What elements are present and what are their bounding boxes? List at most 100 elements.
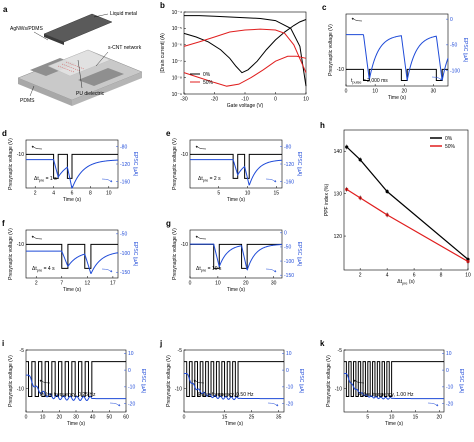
x-tick-label: 15: [273, 191, 279, 197]
y-tick-label: -5: [338, 348, 343, 354]
y2-tick-label: -150: [120, 270, 130, 276]
x-tick-label: 0: [25, 415, 28, 421]
y2-axis-label: EPSC (µA): [132, 152, 138, 177]
y-tick-label: 130: [334, 191, 343, 197]
pdms-substrate-front: [72, 72, 142, 106]
x-tick-label: 20: [57, 415, 63, 421]
series-line: [184, 15, 307, 87]
panel-label-j: j: [159, 339, 162, 348]
y-tick-label: -10: [175, 387, 182, 393]
presynaptic-pulse-line: [26, 243, 118, 269]
y2-axis-label: EPSC (µA): [296, 242, 302, 267]
x-axis-label: Δtpre (s): [397, 279, 415, 286]
y2-tick-label: 0: [284, 231, 287, 237]
x-tick-label: 2: [35, 281, 38, 287]
y-tick-label: 10⁻⁹: [172, 92, 182, 98]
x-tick-label: 20: [402, 89, 408, 95]
left-axis-arrow: [31, 145, 43, 150]
y-axis-label: Presynaptic voltage (V): [8, 355, 14, 407]
y-axis-label: Presynaptic voltage (V): [172, 138, 178, 190]
panel-a: a Liquid metal AgNWs/PDMS s-CNT network …: [3, 5, 143, 106]
x-axis-label: Time (s): [67, 421, 85, 427]
y2-tick-label: -80: [120, 144, 127, 150]
plot-frame: [343, 349, 445, 413]
chart-k: k 5 10 15 20 -10 -5 10 0 -10 -20 Time (s) Presynapti…: [320, 339, 464, 427]
chart-b: b -30 -20 -10 0 10 10⁻⁴ 10⁻⁵ 10⁻⁶ 10⁻⁷ 10⁻⁸ 10⁻⁹ Gat…: [160, 1, 309, 109]
right-axis-arrowhead: [273, 179, 277, 183]
panel-label-a: a: [3, 5, 8, 14]
annotation-text: Δtpre = 4 s: [32, 266, 55, 273]
presynaptic-pulse-line: [26, 153, 118, 179]
y2-tick-label: -80: [284, 144, 291, 150]
x-tick-label: 20: [243, 281, 249, 287]
y-tick-label: -10: [181, 152, 188, 158]
right-axis-arrow: [101, 268, 113, 273]
x-tick-label: 25: [249, 415, 255, 421]
y2-axis-label: EPSC (µA): [132, 242, 138, 267]
series-line: [183, 28, 307, 73]
y-tick-label: 140: [334, 149, 343, 155]
drain-electrode: [78, 68, 124, 86]
x-axis-label: Time (s): [227, 197, 245, 203]
y-tick-label: 10⁻⁸: [172, 75, 182, 81]
y-tick-label: -10: [17, 152, 24, 158]
series-line: [183, 19, 307, 74]
chart-j: j 0 15 25 35 -10 -5 10 0 -10 -20 Time (s) Presynapti…: [159, 339, 304, 427]
y2-tick-label: -50: [450, 43, 457, 49]
presynaptic-pulse-line: [190, 243, 282, 269]
y-axis-label: PPF index (%): [324, 184, 330, 217]
x-axis-label: Time (s): [227, 287, 245, 293]
left-axis-arrow: [193, 379, 205, 384]
left-axis-arrow: [31, 235, 43, 240]
left-axis-arrow: [39, 379, 51, 384]
y2-tick-label: -20: [446, 401, 453, 407]
legend-label: 50%: [203, 80, 214, 86]
x-tick-label: 2: [359, 273, 362, 279]
y2-tick-label: 10: [286, 351, 292, 357]
epsc-line: [26, 159, 119, 189]
callout-pdms: PDMS: [20, 98, 35, 104]
panel-label-e: e: [166, 129, 171, 138]
x-tick-label: 0: [345, 89, 348, 95]
y2-tick-label: -150: [284, 273, 294, 279]
panel-label-h: h: [320, 121, 325, 130]
annotation-text: Pulse frequency, 0.25 Hz: [40, 392, 96, 398]
y2-tick-label: -10: [446, 385, 453, 391]
presynaptic-pulse-line: [184, 361, 284, 397]
chart-f: f 2 7 12 17 -10 -50 -100 -150 Time (s) Presynaptic…: [2, 219, 138, 293]
right-axis-arrow: [109, 402, 121, 407]
y-tick-label: -5: [20, 348, 25, 354]
y-axis-label: Presynaptic voltage (V): [328, 24, 334, 76]
left-axis-arrowhead: [353, 379, 357, 383]
right-axis-arrow: [101, 178, 113, 183]
y2-axis-label: EPSC (µA): [458, 369, 464, 394]
right-axis-arrowhead: [439, 77, 443, 81]
y-axis-label: |Drain current| (A): [160, 33, 166, 73]
x-tick-label: 0: [274, 97, 277, 103]
presynaptic-pulse-line: [346, 68, 448, 81]
y2-axis-label: EPSC (µA): [140, 369, 146, 394]
x-axis-label: Time (s): [385, 421, 403, 427]
chart-h: h 2 4 6 8 10 140 130 120 Δtpre (s) PPF index (%) 0%…: [320, 121, 471, 286]
y2-tick-label: -10: [128, 385, 135, 391]
y2-tick-label: 10: [128, 351, 134, 357]
x-tick-label: 30: [73, 415, 79, 421]
pdms-substrate-side: [18, 78, 72, 106]
x-tick-label: 10: [40, 415, 46, 421]
y-tick-label: -10: [17, 242, 24, 248]
y2-tick-label: -100: [120, 251, 130, 257]
x-tick-label: 15: [413, 415, 419, 421]
panel-label-c: c: [322, 3, 327, 12]
y-tick-label: -10: [17, 387, 24, 393]
x-tick-label: 60: [123, 415, 129, 421]
presynaptic-pulse-line: [344, 361, 444, 397]
y2-tick-label: -100: [284, 259, 294, 265]
x-axis-label: Gate voltage (V): [227, 103, 264, 109]
x-tick-label: 4: [386, 273, 389, 279]
left-axis-arrow: [353, 379, 365, 384]
x-tick-label: 10: [389, 415, 395, 421]
y2-tick-label: -20: [286, 401, 293, 407]
x-tick-label: 10: [303, 97, 309, 103]
y-axis-label: Presynaptic voltage (V): [8, 228, 14, 280]
